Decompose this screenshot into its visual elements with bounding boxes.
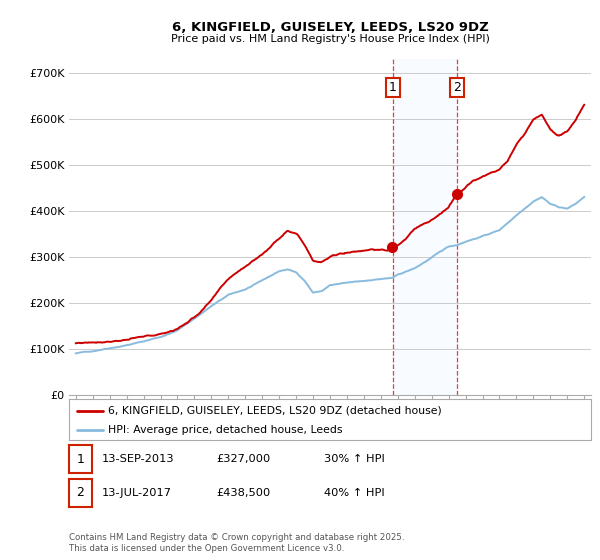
Text: 1: 1	[76, 452, 85, 466]
Text: Price paid vs. HM Land Registry's House Price Index (HPI): Price paid vs. HM Land Registry's House …	[170, 34, 490, 44]
Text: 6, KINGFIELD, GUISELEY, LEEDS, LS20 9DZ (detached house): 6, KINGFIELD, GUISELEY, LEEDS, LS20 9DZ …	[108, 405, 442, 416]
Text: 13-JUL-2017: 13-JUL-2017	[102, 488, 172, 498]
Text: 30% ↑ HPI: 30% ↑ HPI	[324, 454, 385, 464]
Text: £327,000: £327,000	[216, 454, 270, 464]
Text: 6, KINGFIELD, GUISELEY, LEEDS, LS20 9DZ: 6, KINGFIELD, GUISELEY, LEEDS, LS20 9DZ	[172, 21, 488, 34]
Bar	[393, 59, 457, 395]
Text: 13-SEP-2013: 13-SEP-2013	[102, 454, 175, 464]
Text: 2: 2	[453, 81, 461, 94]
Text: £438,500: £438,500	[216, 488, 270, 498]
Text: 2: 2	[76, 486, 85, 500]
Text: 1: 1	[389, 81, 397, 94]
Text: HPI: Average price, detached house, Leeds: HPI: Average price, detached house, Leed…	[108, 424, 343, 435]
Text: Contains HM Land Registry data © Crown copyright and database right 2025.
This d: Contains HM Land Registry data © Crown c…	[69, 533, 404, 553]
Text: 40% ↑ HPI: 40% ↑ HPI	[324, 488, 385, 498]
